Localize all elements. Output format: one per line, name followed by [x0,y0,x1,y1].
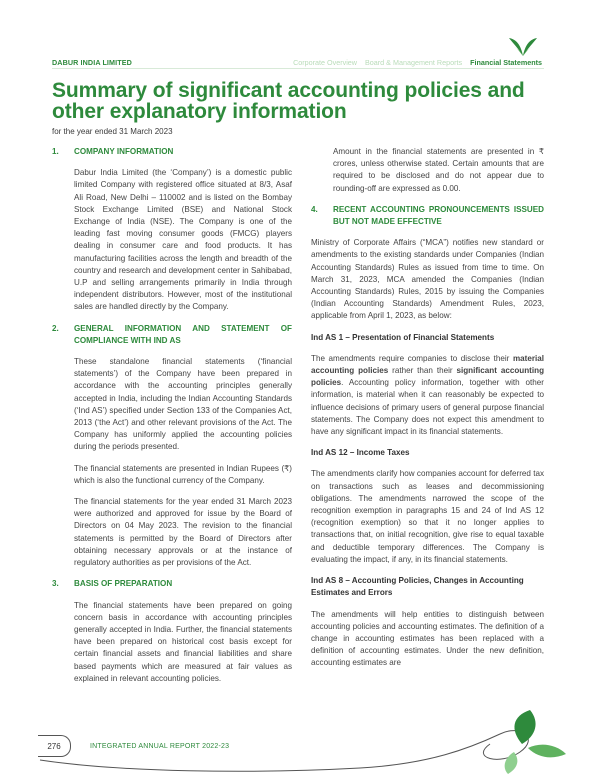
section-number: 3. [52,579,59,589]
left-column: 1. COMPANY INFORMATION Dabur India Limit… [52,146,292,694]
section-heading-basis-of-preparation: 3. BASIS OF PREPARATION [52,578,292,590]
text-run: rather than their [388,366,457,376]
report-name: INTEGRATED ANNUAL REPORT 2022-23 [90,743,230,750]
paragraph: The financial statements for the year en… [74,497,292,568]
bold-term: material accounting policies [311,353,544,376]
right-column: Amount in the financial statements are p… [311,146,544,679]
page-title: Summary of significant accounting polici… [52,79,525,123]
section-nav: Corporate Overview Board & Management Re… [293,58,542,67]
nav-board-management-reports[interactable]: Board & Management Reports [365,58,463,67]
section-title: BASIS OF PREPARATION [74,579,173,589]
section-title: GENERAL INFORMATION AND STATEMENT OF COM… [74,323,292,345]
paragraph: The amendments will help entities to dis… [311,609,544,668]
section-number: 1. [52,147,59,156]
paragraph: Amount in the financial statements are p… [333,147,544,193]
paragraph: The amendments require companies to disc… [311,353,544,438]
paragraph: These standalone financial statements (‘… [74,357,292,452]
nav-financial-statements[interactable]: Financial Statements [470,58,542,67]
section-heading-recent-pronouncements: 4. RECENT ACCOUNTING PRONOUNCEMENTS ISSU… [311,204,544,228]
butterfly-leaf-icon [509,38,537,56]
paragraph: The amendments clarify how companies acc… [311,469,544,564]
page-number: 276 [38,735,71,757]
paragraph: Ministry of Corporate Affairs (“MCA”) no… [311,238,544,321]
section-title: COMPANY INFORMATION [74,147,174,156]
header-divider [52,68,544,69]
section-number: 4. [311,204,318,214]
paragraph: The financial statements are presented i… [74,463,292,485]
section-heading-general-information: 2. GENERAL INFORMATION AND STATEMENT OF … [52,323,292,347]
page-header: DABUR INDIA LIMITED Corporate Overview B… [52,38,544,70]
section-title: RECENT ACCOUNTING PRONOUNCEMENTS ISSUED … [333,204,544,227]
subheading-ind-as-1: Ind AS 1 – Presentation of Financial Sta… [311,332,495,342]
paragraph: The financial statements have been prepa… [74,600,292,683]
company-name: DABUR INDIA LIMITED [52,58,132,67]
bold-term: significant accounting policies [311,366,545,388]
section-number: 2. [52,323,59,333]
text-run: . Accounting policy information, togethe… [311,378,544,437]
section-heading-company-information: 1. COMPANY INFORMATION [52,146,292,158]
text-run: The amendments require companies to disc… [311,353,513,363]
page-subtitle: for the year ended 31 March 2023 [52,127,173,136]
decorative-swirl [39,710,566,774]
subheading-ind-as-8: Ind AS 8 – Accounting Policies, Changes … [311,576,524,598]
nav-corporate-overview[interactable]: Corporate Overview [293,58,357,67]
subheading-ind-as-12: Ind AS 12 – Income Taxes [311,448,410,458]
paragraph: Dabur India Limited (the ‘Company’) is a… [74,168,292,312]
